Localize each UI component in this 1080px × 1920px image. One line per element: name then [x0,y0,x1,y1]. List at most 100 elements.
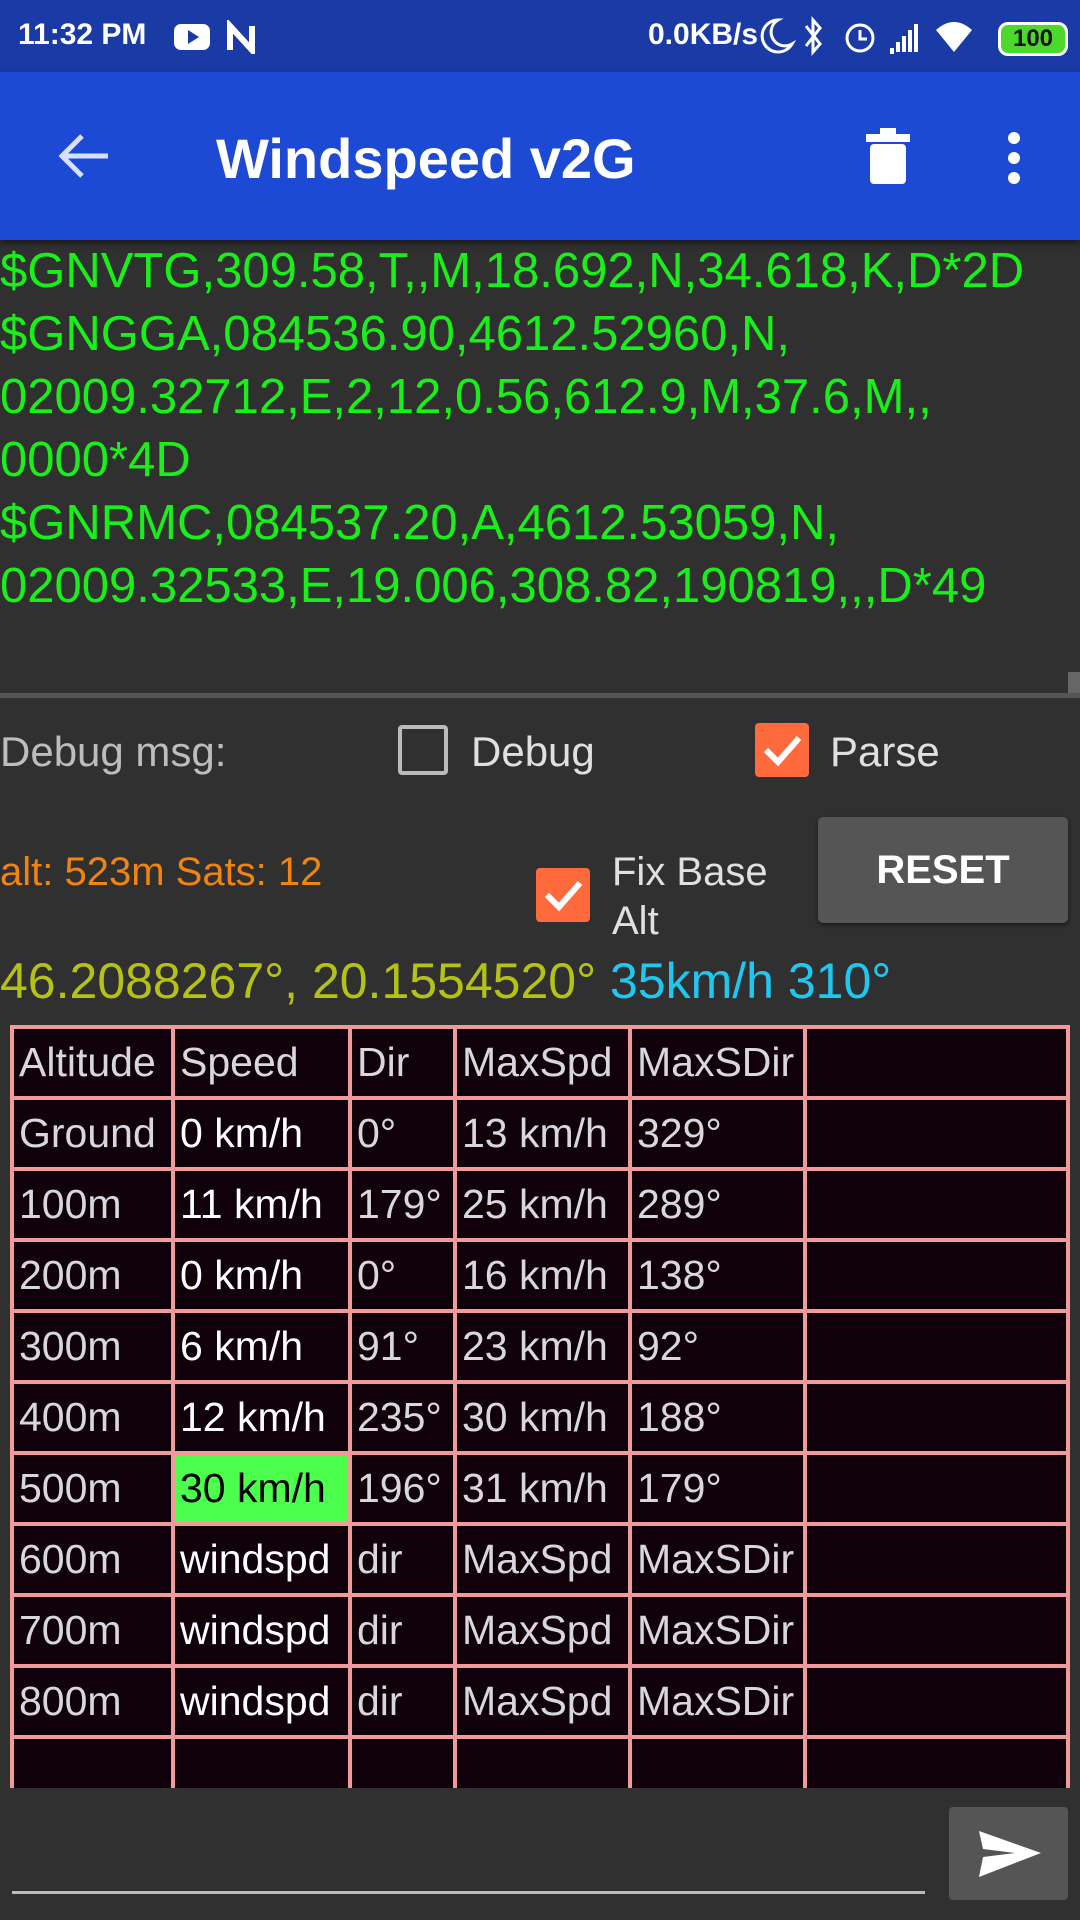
scrollbar [1068,672,1080,694]
table-cell: 188° [628,1380,807,1455]
table-row [10,1735,1070,1788]
table-row: 700m windspd dir MaxSpd MaxSDir [10,1593,1070,1668]
empty-cell [803,1735,1070,1788]
table-cell: 92° [628,1309,807,1384]
table-row: 800m windspd dir MaxSpd MaxSDir [10,1664,1070,1739]
status-icons [760,16,972,56]
header-cell: MaxSDir [628,1025,807,1100]
terminal-line: $GNRMC,084537.20,A,4612.53059,N, [0,496,839,550]
table-cell: 500m [10,1451,175,1526]
table-cell: 800m [10,1664,175,1739]
table-cell: 179° [628,1451,807,1526]
coordinates: 46.2088267°, 20.1554520° [0,953,597,1009]
table-cell: dir [348,1522,457,1597]
status-bar: 11:32 PM 0.0KB/s 100 [0,0,1080,72]
table-cell: windspd [171,1522,352,1597]
table-cell: 0° [348,1238,457,1313]
back-button[interactable] [56,130,112,182]
table-cell: MaxSDir [628,1593,807,1668]
table-cell: 16 km/h [453,1238,632,1313]
wind-table-container: Altitude Speed Dir MaxSpd MaxSDir Ground 0 km/… [10,1025,1070,1788]
table-cell: MaxSpd [453,1522,632,1597]
reset-button[interactable]: RESET [818,817,1068,923]
table-cell: 235° [348,1380,457,1455]
empty-cell [803,1096,1070,1171]
empty-cell [628,1735,807,1788]
empty-cell [803,1664,1070,1739]
table-cell: 300m [10,1309,175,1384]
terminal-line: 02009.32712,E,2,12,0.56,612.9,M,37.6,M,, [0,370,932,424]
speed-direction: 35km/h 310° [610,953,892,1009]
debug-checkbox[interactable] [398,725,448,775]
delete-button[interactable] [866,128,910,184]
terminal-line: $GNGGA,084536.90,4612.52960,N, [0,307,791,361]
terminal-line: $GNVTG,309.58,T,,M,18.692,N,34.618,K,D*2… [0,244,1025,298]
terminal-line: 02009.32533,E,19.006,308.82,190819,,,D*4… [0,559,987,613]
table-row: 200m 0 km/h 0° 16 km/h 138° [10,1238,1070,1313]
table-cell: 200m [10,1238,175,1313]
table-cell: 13 km/h [453,1096,632,1171]
debug-label: Debug msg: [0,728,227,775]
table-cell: 600m [10,1522,175,1597]
table-cell: windspd [171,1664,352,1739]
terminal-line: 0000*4D [0,433,191,487]
table-cell: 329° [628,1096,807,1171]
fix-base-label: Fix Base [612,850,768,894]
parse-checkbox[interactable] [755,723,809,777]
table-cell: 289° [628,1167,807,1242]
table-row: Ground 0 km/h 0° 13 km/h 329° [10,1096,1070,1171]
header-cell: Speed [171,1025,352,1100]
table-cell: 700m [10,1593,175,1668]
table-row: 300m 6 km/h 91° 23 km/h 92° [10,1309,1070,1384]
table-cell: 91° [348,1309,457,1384]
app-title: Windspeed v2G [216,127,636,190]
fix-base-label: Alt [612,899,659,943]
table-cell: MaxSDir [628,1522,807,1597]
table-cell: 6 km/h [171,1309,352,1384]
table-cell: 179° [348,1167,457,1242]
header-row: Altitude Speed Dir MaxSpd MaxSDir [10,1025,1070,1100]
battery: 100 [998,22,1068,56]
net-speed: 0.0KB/s [648,18,759,51]
empty-cell [453,1735,632,1788]
more-button[interactable] [1000,130,1028,186]
app-bar: Windspeed v2G [0,72,1080,240]
table-cell: MaxSpd [453,1664,632,1739]
table-row: 500m 30 km/h 196° 31 km/h 179° [10,1451,1070,1526]
empty-cell [803,1451,1070,1526]
empty-cell [803,1025,1070,1100]
header-cell: MaxSpd [453,1025,632,1100]
debug-checkbox-label: Debug [471,728,595,775]
table-cell: dir [348,1664,457,1739]
empty-cell [803,1238,1070,1313]
empty-cell [803,1522,1070,1597]
clock: 11:32 PM [18,18,147,51]
table-cell: 0 km/h [171,1096,352,1171]
message-input[interactable] [12,1891,925,1894]
table-cell: 30 km/h [453,1380,632,1455]
empty-cell [171,1735,352,1788]
table-cell: 12 km/h [171,1380,352,1455]
wind-table: Altitude Speed Dir MaxSpd MaxSDir Ground 0 km/… [10,1025,1070,1788]
table-row: 600m windspd dir MaxSpd MaxSDir [10,1522,1070,1597]
table-cell: 100m [10,1167,175,1242]
table-cell: 138° [628,1238,807,1313]
table-cell: MaxSpd [453,1593,632,1668]
table-cell: 400m [10,1380,175,1455]
empty-cell [348,1735,457,1788]
table-cell: 196° [348,1451,457,1526]
position-line: 46.2088267°, 20.1554520° 35km/h 310° [0,952,891,1010]
fix-base-checkbox[interactable] [536,868,590,922]
empty-cell [803,1380,1070,1455]
table-cell: 30 km/h [171,1451,352,1526]
alt-info: alt: 523m Sats: 12 [0,850,323,894]
table-cell: dir [348,1593,457,1668]
header-cell: Altitude [10,1025,175,1100]
table-cell: Ground [10,1096,175,1171]
parse-checkbox-label: Parse [830,728,940,775]
empty-cell [803,1309,1070,1384]
send-button[interactable] [949,1807,1068,1900]
table-cell: 0° [348,1096,457,1171]
empty-cell [803,1593,1070,1668]
